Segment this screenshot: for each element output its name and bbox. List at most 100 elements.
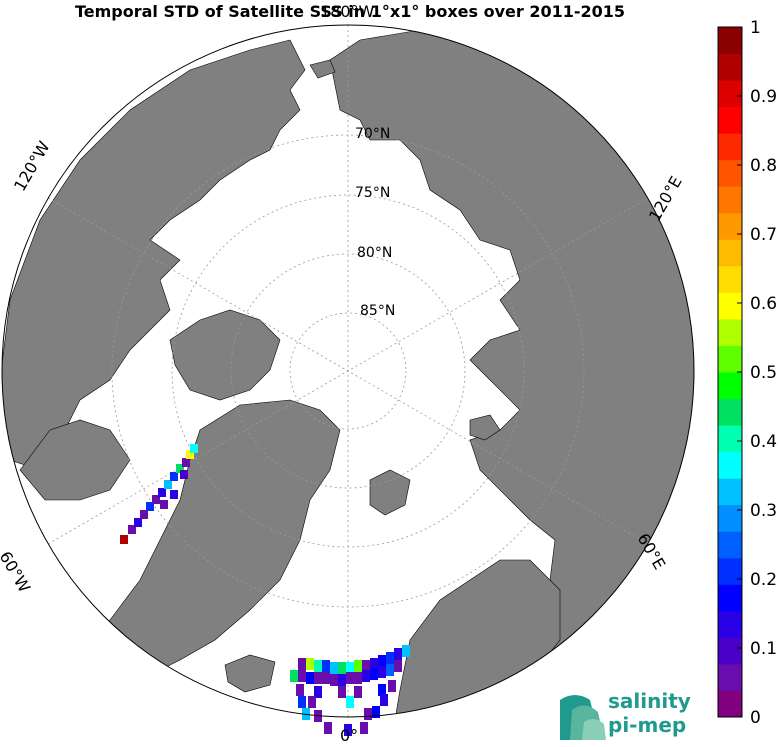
- lon-label-0: 0°: [340, 726, 359, 745]
- colorbar-segment: [718, 212, 742, 240]
- std-box: [306, 672, 314, 684]
- colorbar-tick-label: 0: [750, 708, 761, 728]
- std-box: [152, 495, 160, 504]
- std-box: [120, 535, 128, 544]
- land-north-america: [2, 39, 306, 471]
- std-box: [362, 660, 370, 672]
- std-box: [164, 480, 172, 489]
- std-box: [322, 672, 330, 684]
- std-box: [308, 696, 316, 708]
- colorbar-tick-label: 0.6: [750, 294, 777, 314]
- colorbar-tick-label: 0.8: [750, 156, 777, 176]
- std-box: [314, 660, 322, 672]
- std-box: [380, 694, 388, 706]
- std-box: [180, 470, 188, 479]
- map-title: Temporal STD of Satellite SSS in 1°x1° b…: [74, 2, 626, 21]
- land-greenland: [94, 399, 341, 691]
- std-box: [158, 488, 166, 497]
- std-box: [338, 662, 346, 674]
- land-svalbard: [369, 469, 411, 516]
- land-iceland: [224, 654, 276, 693]
- std-box: [330, 662, 338, 674]
- std-box: [346, 662, 354, 674]
- colorbar-segment: [718, 159, 742, 187]
- std-box: [128, 525, 136, 534]
- std-box: [344, 724, 352, 736]
- std-box: [314, 672, 322, 684]
- std-box: [372, 706, 380, 718]
- std-box: [354, 672, 362, 684]
- colorbar-segment: [718, 106, 742, 134]
- std-box: [388, 680, 396, 692]
- std-box: [170, 472, 178, 481]
- std-box: [298, 696, 306, 708]
- std-box: [338, 686, 346, 698]
- colorbar-segment: [718, 663, 742, 691]
- colorbar-segment: [718, 425, 742, 453]
- colorbar-segment: [718, 557, 742, 585]
- colorbar-segment: [718, 292, 742, 320]
- lat-label-80: 80°N: [357, 245, 392, 261]
- std-box: [306, 658, 314, 670]
- std-box: [330, 674, 338, 686]
- sss-std-boxes: [120, 444, 410, 736]
- colorbar-tick-label: 0.1: [750, 639, 777, 659]
- std-box: [146, 502, 154, 511]
- lat-label-85: 85°N: [360, 303, 395, 319]
- colorbar-segment: [718, 531, 742, 559]
- colorbar-segment: [718, 27, 742, 55]
- colorbar-tick-label: 0.9: [750, 87, 777, 107]
- std-box: [324, 722, 332, 734]
- std-box: [296, 684, 304, 696]
- lon-label-180w: 180°W: [320, 2, 375, 21]
- std-box: [394, 660, 402, 672]
- std-box: [346, 672, 354, 684]
- std-box: [364, 708, 372, 720]
- colorbar-tick-label: 0.4: [750, 432, 777, 452]
- std-box: [182, 458, 190, 467]
- colorbar-segment: [718, 318, 742, 346]
- std-box: [186, 450, 194, 459]
- std-box: [346, 696, 354, 708]
- salinity-pimep-logo: salinity pi-mep: [560, 689, 691, 740]
- land-ellesmere: [169, 309, 281, 401]
- meridian-120e-60w: [47, 197, 649, 545]
- colorbar-segment: [718, 637, 742, 665]
- std-box: [370, 658, 378, 670]
- map-boundary: [1, 24, 695, 718]
- colorbar-segment: [718, 398, 742, 426]
- std-box: [386, 664, 394, 676]
- colorbar-segment: [718, 584, 742, 612]
- std-box: [354, 686, 362, 698]
- std-box: [378, 684, 386, 696]
- graticule: [47, 25, 649, 717]
- std-box: [386, 652, 394, 664]
- colorbar-segment: [718, 478, 742, 506]
- colorbar-tick-label: 0.3: [750, 501, 777, 521]
- land-baffin: [19, 419, 131, 501]
- colorbar-tick-label: 0.2: [750, 570, 777, 590]
- std-box: [362, 670, 370, 682]
- std-box: [160, 500, 168, 509]
- std-box: [298, 670, 306, 682]
- std-box: [170, 490, 178, 499]
- colorbar-segment: [718, 610, 742, 638]
- lat-circle-80: [230, 253, 466, 489]
- land-wrangel: [309, 59, 336, 79]
- logo-line2: pi-mep: [608, 713, 686, 737]
- std-box: [402, 645, 410, 657]
- std-box: [314, 686, 322, 698]
- colorbar-tick-label: 0.7: [750, 225, 777, 245]
- logo-line1: salinity: [608, 689, 691, 713]
- colorbar-segment: [718, 265, 742, 293]
- colorbar: [718, 27, 742, 718]
- std-box: [378, 666, 386, 678]
- std-box: [378, 655, 386, 667]
- colorbar-segment: [718, 80, 742, 108]
- std-box: [140, 510, 148, 519]
- colorbar-tick-label: 1: [750, 18, 761, 38]
- std-box: [134, 518, 142, 527]
- colorbar-segment: [718, 504, 742, 532]
- std-box: [176, 464, 184, 473]
- lat-circle-85: [289, 312, 407, 430]
